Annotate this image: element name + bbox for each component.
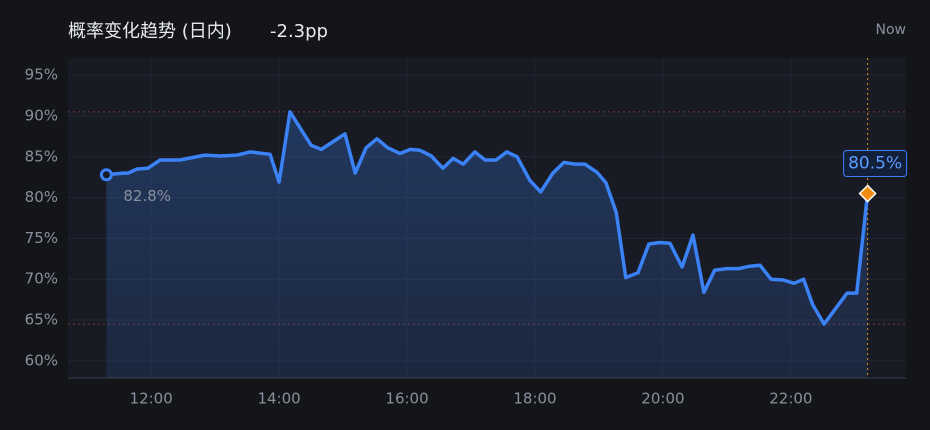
area (106, 111, 868, 379)
end-marker (858, 184, 877, 203)
x-tick-label: 14:00 (257, 390, 300, 408)
chart-title: 概率变化趋势 (日内) (68, 21, 232, 42)
y-tick-label: 70% (25, 270, 58, 288)
x-tick-label: 20:00 (641, 390, 684, 408)
end-label-box (843, 150, 908, 178)
y-tick-label: 60% (25, 351, 58, 369)
y-tick-label: 90% (25, 106, 58, 124)
start-label: 82.8% (123, 187, 171, 205)
x-tick-label: 12:00 (130, 390, 173, 408)
line (106, 110, 870, 326)
y-tick-label: 65% (25, 311, 58, 329)
x-tick-label: 16:00 (385, 390, 428, 408)
y-tick-label: 85% (25, 147, 58, 165)
y-tick-label: 80% (25, 188, 58, 206)
x-tick-label: 18:00 (513, 390, 556, 408)
y-tick-label: 95% (25, 66, 58, 84)
y-tick-label: 75% (25, 229, 58, 247)
x-tick-label: 22:00 (769, 390, 812, 408)
start-marker (99, 168, 113, 182)
now-label: Now (876, 22, 907, 38)
end-label: 80.5% (848, 154, 902, 174)
change-label: -2.3pp (270, 21, 328, 42)
